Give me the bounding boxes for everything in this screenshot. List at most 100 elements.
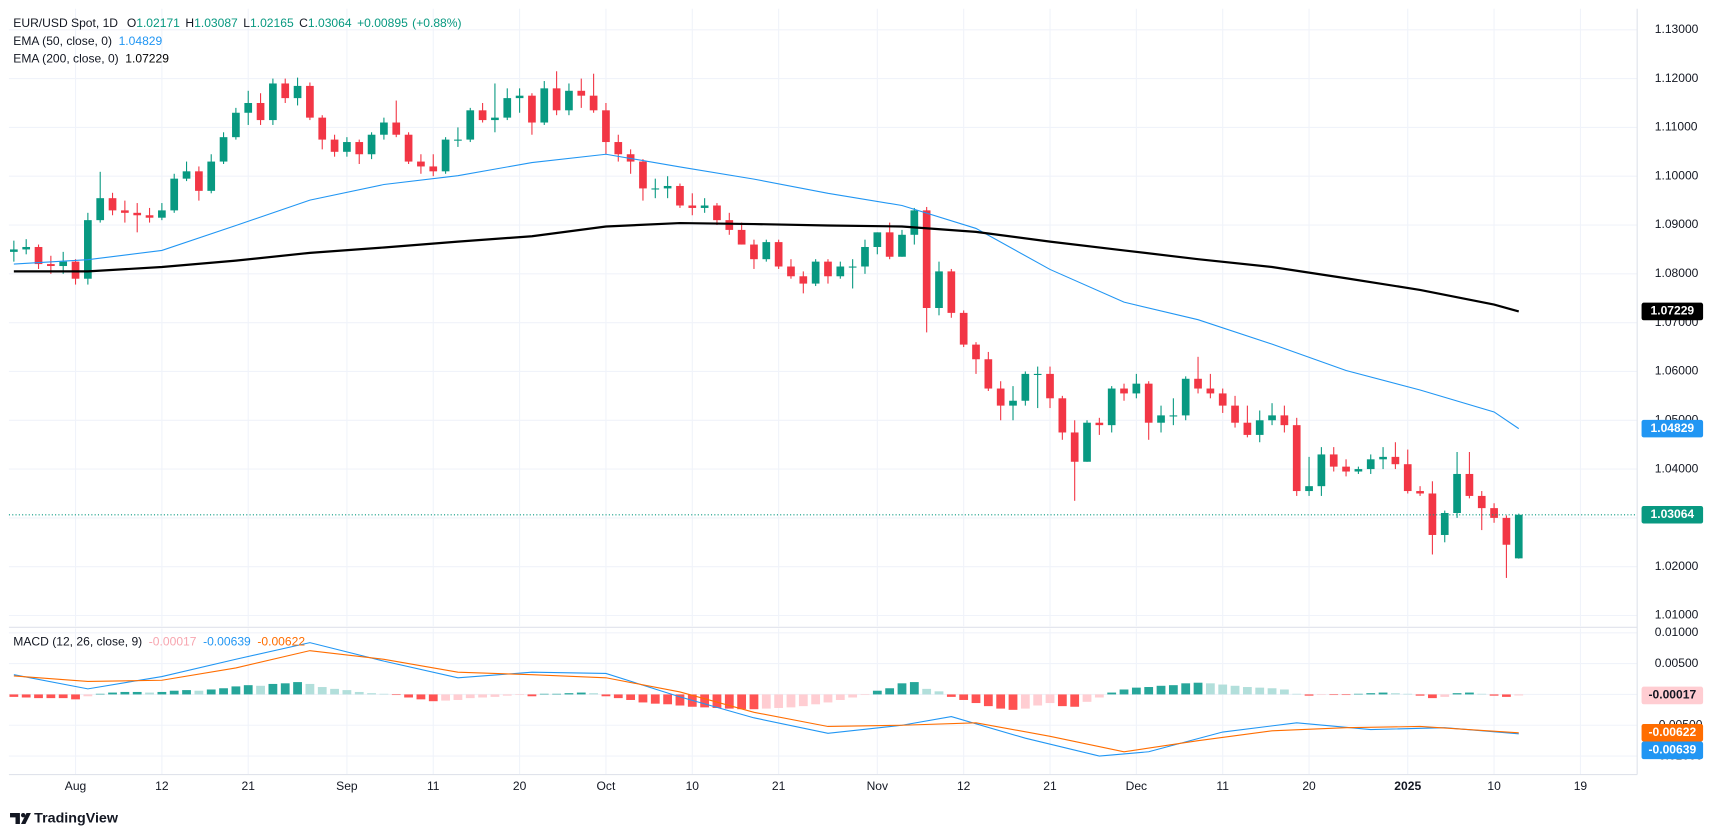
- y-tick-label: 1.08000: [1655, 266, 1699, 280]
- histogram-bar: [243, 685, 253, 695]
- candle-body: [1391, 456, 1400, 465]
- histogram-bar: [1391, 693, 1400, 695]
- ema-line: [13, 153, 1520, 430]
- ema-value-badge: [1641, 419, 1704, 438]
- candle-body: [404, 134, 413, 162]
- histogram-bar: [1452, 693, 1462, 695]
- histogram-bar: [515, 694, 524, 696]
- histogram-bar: [638, 694, 648, 703]
- axis-layer: Aug 12 21 Sep 11 20 Oct 10 21 Nov 12 21 Dec 11 20 2025 1…: [65, 22, 1704, 793]
- candle-body: [454, 139, 462, 141]
- change-percent: (+0.88%): [412, 16, 461, 30]
- candle-body: [96, 198, 105, 221]
- change-value: +0.00895: [357, 16, 408, 30]
- histogram-bar: [9, 694, 19, 697]
- histogram-bar: [1107, 692, 1117, 695]
- ohlc-label: H: [185, 16, 194, 30]
- histogram-bar: [169, 690, 179, 695]
- histogram-bar: [1514, 694, 1524, 696]
- candle-body: [1070, 432, 1079, 462]
- histogram-bar: [367, 693, 376, 695]
- histogram-bar: [1267, 688, 1277, 695]
- candle-body: [1379, 456, 1387, 460]
- candle-body: [737, 229, 746, 245]
- histogram-bar: [589, 693, 599, 695]
- candle-body: [626, 154, 635, 162]
- candle-body: [947, 271, 956, 313]
- candle-body: [972, 344, 980, 360]
- histogram-bar: [1279, 689, 1289, 695]
- candle-body: [515, 95, 524, 99]
- histogram-bar: [1354, 693, 1363, 695]
- candle-body: [984, 359, 993, 389]
- candle-body: [478, 110, 487, 121]
- candle-body: [1206, 388, 1215, 394]
- candle-body: [1514, 514, 1523, 559]
- x-tick-label: Dec: [1126, 779, 1147, 793]
- ema-value-badge: [1641, 302, 1704, 321]
- candle-body: [1157, 415, 1165, 423]
- histogram-bar: [342, 690, 352, 695]
- histogram-bar: [1440, 694, 1450, 697]
- candle-body: [688, 205, 697, 208]
- y-tick-label: 0.00500: [1655, 656, 1699, 670]
- macd-legend-value: -0.00639: [203, 635, 251, 649]
- histogram-bar: [700, 694, 710, 708]
- histogram-bar: [231, 686, 241, 695]
- candle-body: [873, 232, 882, 247]
- histogram-bar: [749, 694, 759, 710]
- last-price-badge: [1641, 505, 1704, 524]
- candle-body: [1132, 383, 1141, 394]
- histogram-bar: [576, 692, 586, 695]
- candle-body: [269, 83, 277, 121]
- histogram-bar: [305, 683, 315, 695]
- histogram-bar: [552, 693, 561, 695]
- candle-body: [1477, 495, 1486, 509]
- candle-body: [836, 266, 845, 277]
- candle-body: [380, 122, 388, 135]
- x-tick-label: 10: [686, 779, 700, 793]
- histogram-bar: [58, 694, 68, 699]
- candle-body: [1144, 383, 1153, 423]
- histogram-bar: [1465, 692, 1474, 695]
- candle-body: [824, 261, 832, 277]
- ema-line: [13, 221, 1520, 313]
- histogram-bar: [1008, 694, 1018, 710]
- candle-body: [1465, 473, 1474, 496]
- histogram-bar: [1489, 694, 1499, 696]
- histogram-bar: [1131, 687, 1141, 695]
- ema-value-label: 1.07229: [1650, 304, 1694, 318]
- histogram-bar: [317, 687, 327, 695]
- candle-body: [614, 142, 623, 155]
- candle-body: [1490, 508, 1498, 518]
- candle-body: [429, 166, 438, 172]
- x-tick-label: Aug: [65, 779, 87, 793]
- ohlc-label: O: [127, 16, 136, 30]
- ohlc-label: L: [243, 16, 250, 30]
- x-tick-label: 19: [1574, 779, 1588, 793]
- y-tick-label: 1.10000: [1655, 168, 1699, 182]
- candle-body: [1342, 466, 1350, 472]
- y-tick-label: 0.01000: [1655, 625, 1699, 639]
- signal-value-badge: [1641, 723, 1704, 742]
- candle-body: [195, 171, 203, 191]
- candle-body: [281, 83, 290, 99]
- y-tick-label: 1.02000: [1655, 559, 1699, 573]
- candle-body: [959, 312, 968, 345]
- x-tick-label: 11: [1216, 779, 1229, 793]
- candle-body: [219, 137, 228, 162]
- histogram-bar: [182, 690, 191, 695]
- macd-value-badge: [1641, 741, 1704, 760]
- ema-legend-value: 1.07229: [125, 52, 169, 66]
- brand-logo: [10, 813, 20, 825]
- candle-body: [392, 122, 401, 135]
- candle-body: [540, 88, 549, 123]
- histogram-bar: [1255, 687, 1265, 695]
- ema-legend: EMA (200, close, 0) 1.07229: [13, 52, 169, 66]
- candle-body: [1095, 422, 1104, 426]
- candle-body: [799, 276, 808, 284]
- histogram-bar: [934, 691, 944, 695]
- y-tick-label: 1.09000: [1655, 217, 1699, 231]
- x-tick-label: 12: [957, 779, 971, 793]
- candle-body: [232, 112, 240, 138]
